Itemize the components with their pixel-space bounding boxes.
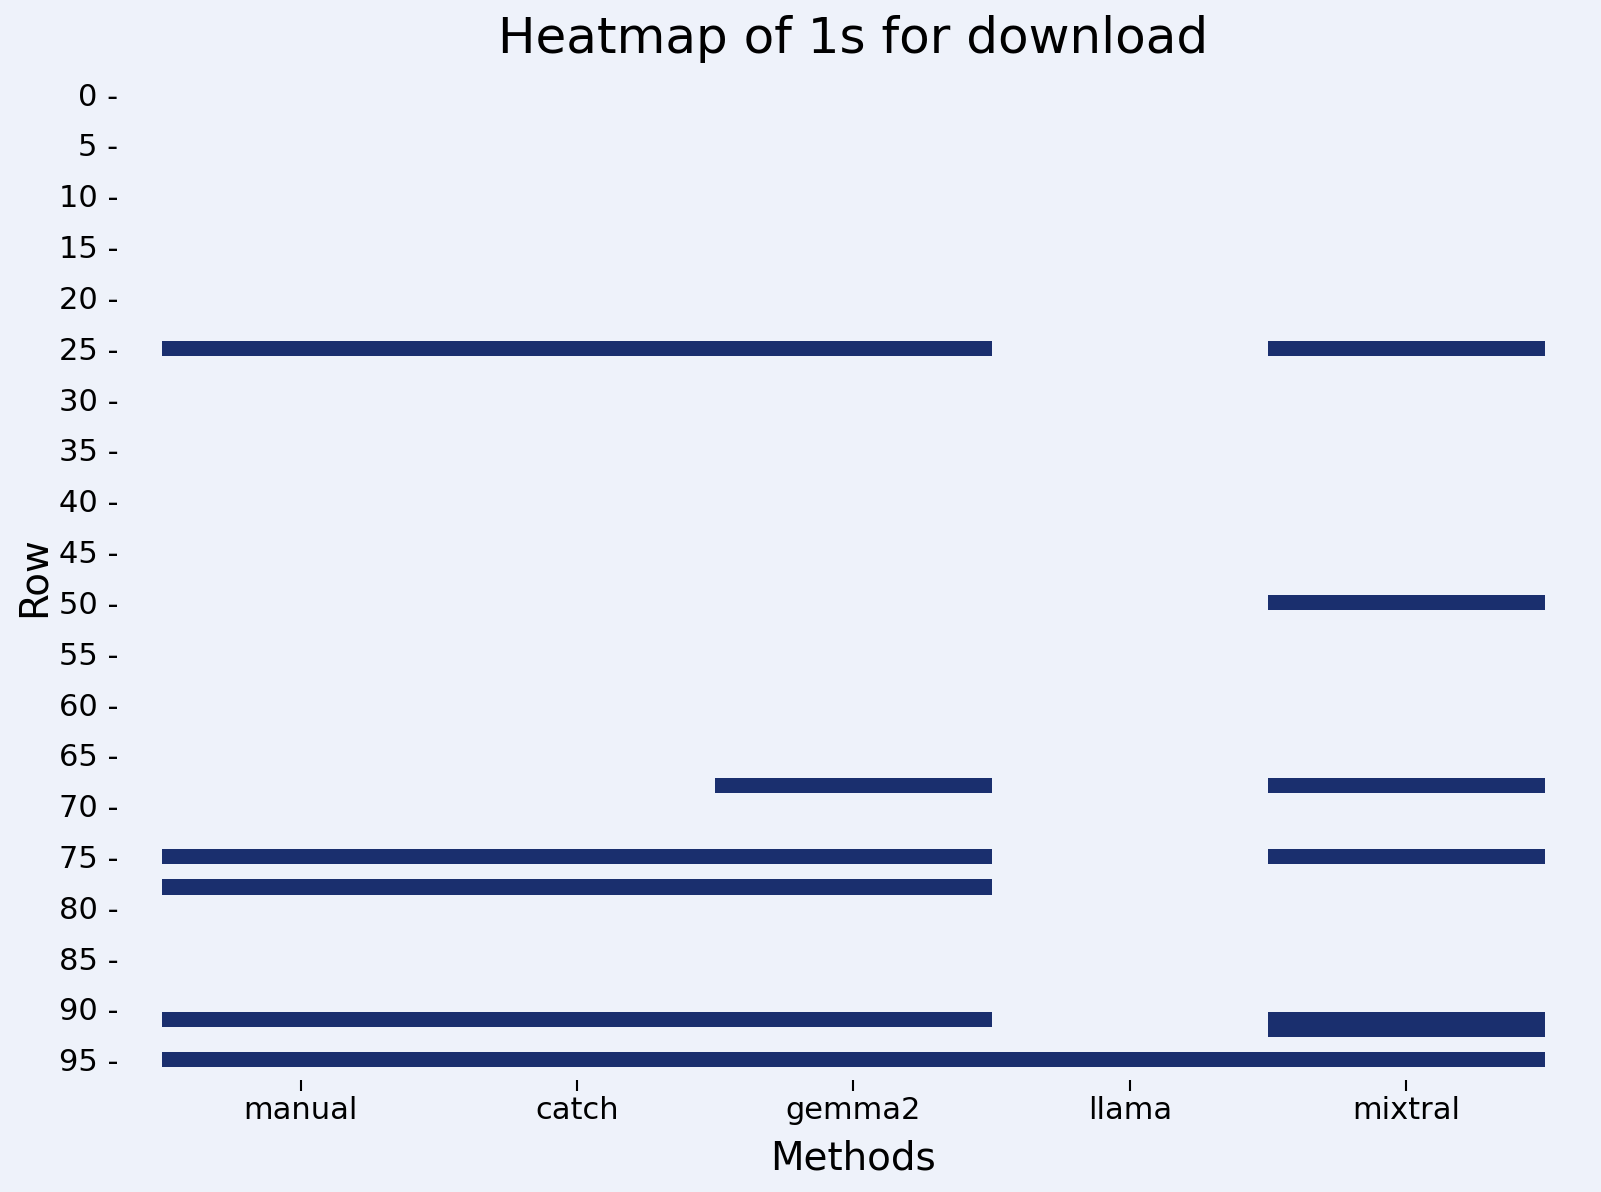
Title: Heatmap of 1s for download: Heatmap of 1s for download (498, 15, 1209, 63)
X-axis label: Methods: Methods (770, 1140, 937, 1177)
Y-axis label: Row: Row (14, 536, 53, 617)
